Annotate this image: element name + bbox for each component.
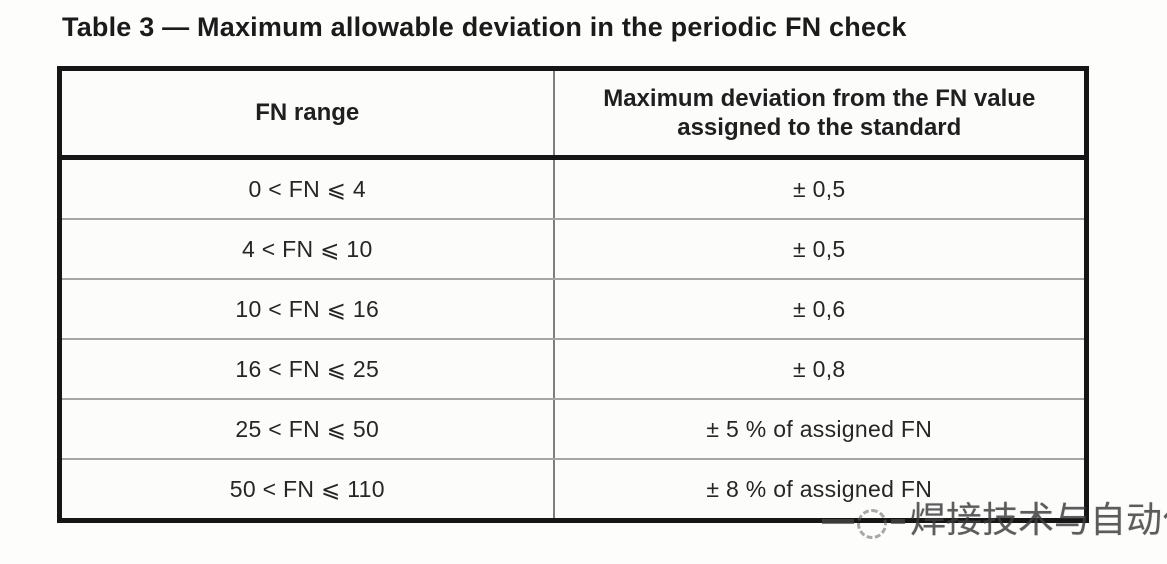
range-cell: 25 < FN ⩽ 50	[235, 415, 380, 442]
watermark-stroke	[891, 518, 905, 524]
range-cell: 0 < FN ⩽ 4	[248, 175, 367, 202]
deviation-cell: ± 0,5	[552, 160, 1084, 218]
range-cell: 10 < FN ⩽ 16	[235, 295, 380, 322]
deviation-cell: ± 0,5	[552, 220, 1084, 278]
range-cell: 16 < FN ⩽ 25	[235, 355, 380, 382]
table-row: 50 < FN ⩽ 110 ± 8 % of assigned FN	[62, 458, 1084, 518]
range-cell: 50 < FN ⩽ 110	[229, 475, 385, 502]
header-cell-max-deviation-label: Maximum deviation from the FN value assi…	[603, 84, 1036, 141]
watermark-stroke	[822, 518, 854, 524]
header-cell-fn-range: FN range	[255, 99, 360, 127]
watermark-logo-icon	[857, 509, 887, 539]
header-cell-max-deviation: Maximum deviation from the FN value assi…	[552, 71, 1084, 155]
watermark: 焊接技术与自动化	[822, 503, 1167, 539]
page-title: Table 3 — Maximum allowable deviation in…	[62, 12, 907, 42]
deviation-cell: ± 0,8	[552, 340, 1084, 398]
range-cell: 4 < FN ⩽ 10	[241, 235, 373, 262]
table-header-row: FN range Maximum deviation from the FN v…	[62, 71, 1084, 160]
watermark-text: 焊接技术与自动化	[910, 500, 1167, 541]
table-row: 4 < FN ⩽ 10 ± 0,5	[62, 218, 1084, 278]
fn-deviation-table: FN range Maximum deviation from the FN v…	[57, 66, 1089, 523]
table-row: 16 < FN ⩽ 25 ± 0,8	[62, 338, 1084, 398]
deviation-cell: ± 8 % of assigned FN	[552, 460, 1084, 518]
deviation-cell: ± 5 % of assigned FN	[552, 400, 1084, 458]
deviation-cell: ± 0,6	[552, 280, 1084, 338]
table-row: 0 < FN ⩽ 4 ± 0,5	[62, 160, 1084, 218]
table-row: 25 < FN ⩽ 50 ± 5 % of assigned FN	[62, 398, 1084, 458]
table-row: 10 < FN ⩽ 16 ± 0,6	[62, 278, 1084, 338]
